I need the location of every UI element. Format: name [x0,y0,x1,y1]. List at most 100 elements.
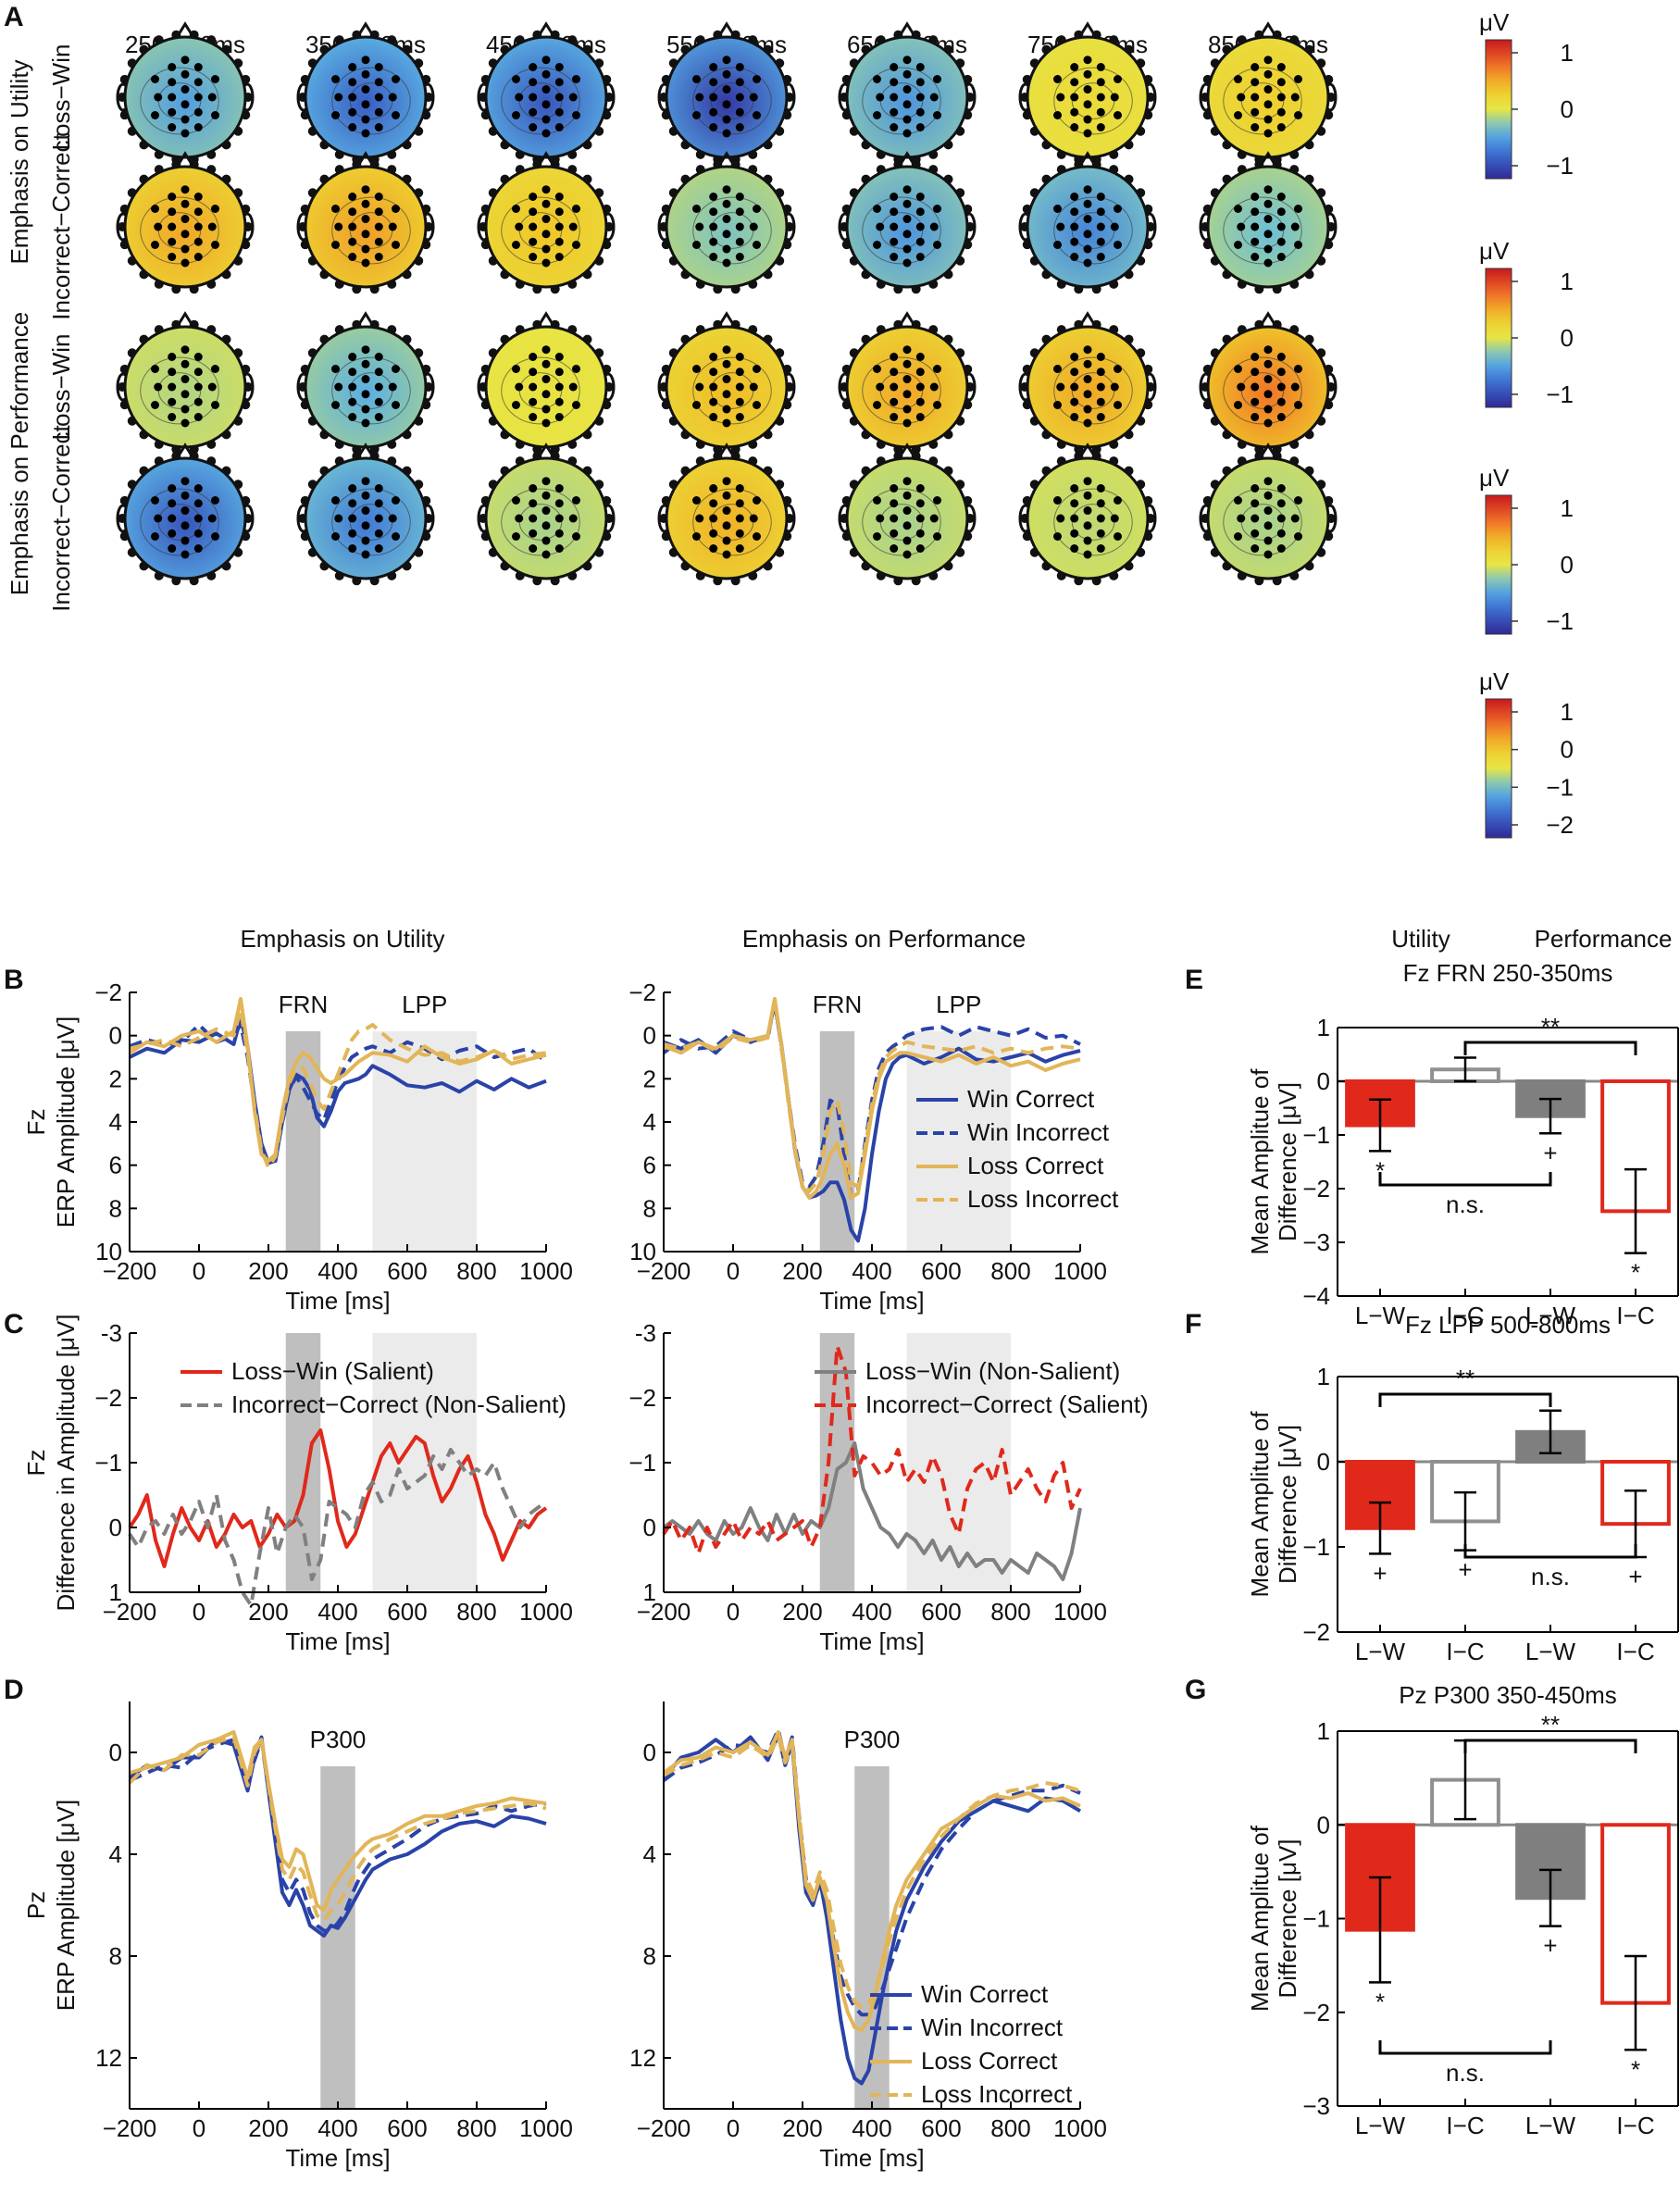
electrode [515,93,524,102]
y-axis-label-line: Difference [μV] [1274,1425,1301,1584]
electrode [709,499,718,508]
electrode [168,123,177,131]
y-tick-label: 6 [109,1152,122,1179]
y-tick-label: 2 [643,1065,656,1092]
electrode [709,107,718,117]
x-tick-label: 1000 [519,1257,573,1285]
electrode [902,185,912,194]
x-tick-label: 0 [727,2114,740,2142]
y-tick-label: 0 [643,1739,656,1766]
panel-a-topomaps: 250-350ms350-450ms450-550ms550-650ms650-… [6,8,1574,839]
x-tick-label: L−W [1355,2112,1406,2139]
topomap [838,311,977,455]
nose-icon [896,21,918,40]
scalp-map [845,35,969,159]
electrode [554,253,564,261]
electrode [709,123,718,131]
electrode [374,382,383,392]
electrode [915,222,925,231]
column-header-utility: Emphasis on Utility [240,925,444,953]
electrode [915,253,925,261]
electrode [180,506,190,516]
electrode [554,107,564,117]
electrode [1234,365,1242,373]
electrode [1096,368,1105,377]
scalp-map [845,456,969,580]
electrode [1294,532,1302,541]
electrode [735,63,744,71]
electrode [512,365,520,373]
time-window-label: FRN [279,991,328,1018]
nose-icon [535,151,557,169]
electrode [709,484,718,492]
electrode [1056,514,1065,523]
series-line [663,997,1081,1193]
electrode [1096,78,1105,87]
electrode [529,514,538,523]
electrode [722,536,731,545]
electrode [193,382,203,392]
electrode [695,93,704,102]
electrode [572,496,580,505]
electrode [361,244,370,254]
nose-icon [896,151,918,169]
electrode [902,199,912,208]
electrode [554,382,564,392]
time-window-label: LPP [936,991,981,1018]
time-window-label: P300 [844,1726,901,1753]
electrode [572,241,580,249]
x-tick-label: I−C [1616,2112,1654,2139]
colorbar-unit: μV [1479,8,1510,36]
electrode [1237,382,1246,392]
scalp-map [123,165,247,289]
x-tick-label: 200 [782,2114,822,2142]
chart-f: Fz LPP 500-800ms + + +1 0 −1 −2 L−W I−C L−W I−C Mea… [1246,1311,1679,1665]
nose-icon [535,21,557,40]
electrode [151,401,159,409]
electrode [1096,222,1105,231]
electrode [568,93,578,102]
nose-icon [174,443,196,461]
electrode [211,205,219,213]
topomap [477,311,616,455]
electrode [361,230,370,239]
y-tick-label: 1 [1317,1014,1330,1041]
electrode [749,93,758,102]
electrode [348,253,357,261]
significance-mark: * [1631,2055,1640,2083]
electrode [692,111,701,119]
electrode [1251,253,1260,261]
electrode [180,390,190,399]
electrode [1056,382,1065,392]
electrode [873,401,881,409]
electrode [211,111,219,119]
electrode [1276,382,1286,392]
electrode [1251,413,1260,421]
x-tick-label: 800 [990,1598,1030,1626]
comparison-label: n.s. [1446,1190,1485,1218]
electrode [749,382,758,392]
electrode [1251,123,1260,131]
electrode [1083,56,1092,65]
column-header-performance: Emphasis on Performance [742,925,1026,953]
electrode [374,353,383,361]
electrode [572,401,580,409]
electrode [1096,397,1105,406]
electrode [180,215,190,224]
electrode [1263,115,1273,124]
electrode [1096,63,1105,71]
colorbar-tick-label: 1 [1561,39,1574,67]
electrode [168,368,177,377]
electrode [180,185,190,194]
electrode [1083,345,1092,355]
electrode [348,193,357,201]
electrode [392,496,400,505]
electrode [915,529,925,538]
electrode [873,532,881,541]
electrode [1083,506,1092,516]
electrode [1070,382,1079,392]
colorbar-unit: μV [1479,464,1510,492]
electrode [193,207,203,217]
bar-chart-title: Fz FRN 250-350ms [1403,959,1613,987]
legend-label: Incorrect−Correct (Salient) [865,1390,1149,1418]
